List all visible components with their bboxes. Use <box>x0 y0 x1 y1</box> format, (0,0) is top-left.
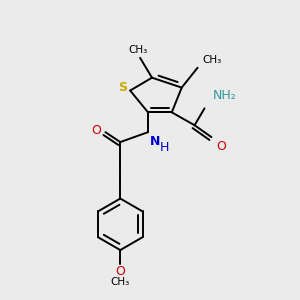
Text: N: N <box>150 135 160 148</box>
Text: O: O <box>115 265 125 278</box>
Text: H: H <box>160 141 169 154</box>
Text: O: O <box>216 140 226 153</box>
Text: CH₃: CH₃ <box>128 45 148 55</box>
Text: CH₃: CH₃ <box>202 55 222 65</box>
Text: S: S <box>118 81 127 94</box>
Text: CH₃: CH₃ <box>111 277 130 287</box>
Text: NH₂: NH₂ <box>212 89 236 102</box>
Text: O: O <box>92 124 101 137</box>
